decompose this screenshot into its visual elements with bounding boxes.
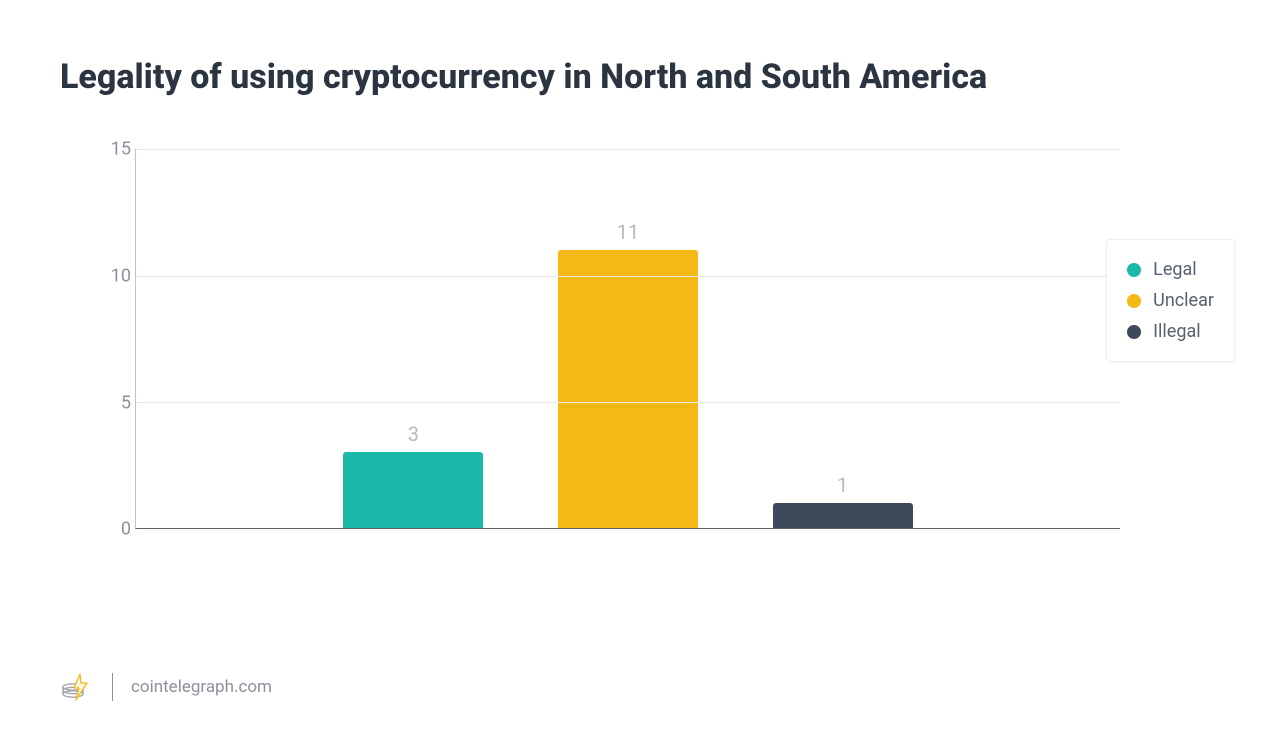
legend-item-illegal: Illegal <box>1127 316 1214 347</box>
y-axis-tick: 15 <box>95 139 131 160</box>
bar-slot: 1 <box>773 149 913 528</box>
bar-value-label: 1 <box>837 473 848 497</box>
legend: Legal Unclear Illegal <box>1106 239 1235 362</box>
bar-unclear <box>558 250 698 528</box>
bar-value-label: 11 <box>617 220 639 244</box>
legend-label: Illegal <box>1153 321 1200 342</box>
legend-item-legal: Legal <box>1127 254 1214 285</box>
gridline <box>136 149 1120 150</box>
chart-title: Legality of using cryptocurrency in Nort… <box>60 55 1020 99</box>
legend-swatch <box>1127 325 1141 339</box>
bar-illegal <box>773 503 913 528</box>
gridline <box>136 402 1120 403</box>
y-axis-tick: 10 <box>95 265 131 286</box>
legend-swatch <box>1127 294 1141 308</box>
footer-divider <box>112 673 113 701</box>
bar-legal <box>343 452 483 528</box>
bar-slot: 3 <box>343 149 483 528</box>
y-axis-tick: 5 <box>95 392 131 413</box>
legend-label: Unclear <box>1153 290 1214 311</box>
bar-chart: 3111 LegalUnclearIllegal 051015 <box>95 139 1120 559</box>
legend-swatch <box>1127 263 1141 277</box>
gridline <box>136 276 1120 277</box>
plot-area: 3111 <box>135 149 1120 529</box>
legend-label: Legal <box>1153 259 1197 280</box>
footer: cointelegraph.com <box>60 672 272 702</box>
y-axis-tick: 0 <box>95 519 131 540</box>
bars-container: 3111 <box>136 149 1120 528</box>
legend-item-unclear: Unclear <box>1127 285 1214 316</box>
source-label: cointelegraph.com <box>131 677 272 697</box>
bar-value-label: 3 <box>408 422 419 446</box>
bar-slot: 11 <box>558 149 698 528</box>
cointelegraph-logo-icon <box>60 672 94 702</box>
